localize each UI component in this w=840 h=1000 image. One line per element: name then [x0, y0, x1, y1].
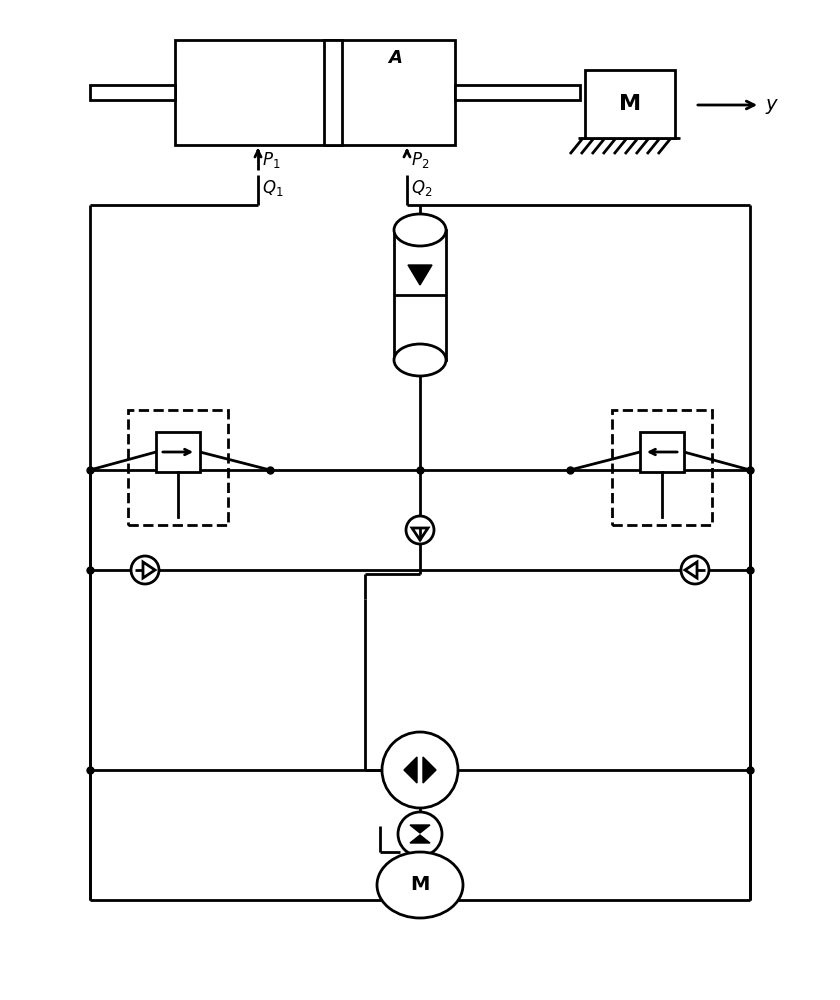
Text: A: A [388, 49, 402, 67]
Bar [156, 432, 200, 472]
Bar [612, 410, 712, 525]
Text: y: y [765, 96, 776, 114]
Ellipse shape [377, 852, 463, 918]
Polygon shape [410, 835, 430, 843]
Text: $P_1$: $P_1$ [262, 150, 281, 170]
Bar [394, 230, 446, 360]
Bar [640, 432, 684, 472]
Circle shape [382, 732, 458, 808]
Text: $Q_2$: $Q_2$ [411, 178, 433, 198]
Bar [175, 40, 455, 145]
Circle shape [406, 516, 434, 544]
Text: M: M [619, 94, 641, 114]
Polygon shape [408, 265, 432, 285]
Text: $Q_1$: $Q_1$ [262, 178, 283, 198]
Ellipse shape [394, 344, 446, 376]
Bar [128, 410, 228, 525]
Polygon shape [423, 757, 436, 783]
Bar [455, 85, 580, 100]
Polygon shape [410, 825, 430, 833]
Text: $P_2$: $P_2$ [411, 150, 429, 170]
Circle shape [398, 812, 442, 856]
Circle shape [681, 556, 709, 584]
Ellipse shape [394, 214, 446, 246]
Bar [585, 70, 675, 138]
Text: M: M [410, 876, 430, 894]
Bar [324, 40, 342, 145]
Circle shape [131, 556, 159, 584]
Polygon shape [404, 757, 417, 783]
Bar [90, 85, 175, 100]
